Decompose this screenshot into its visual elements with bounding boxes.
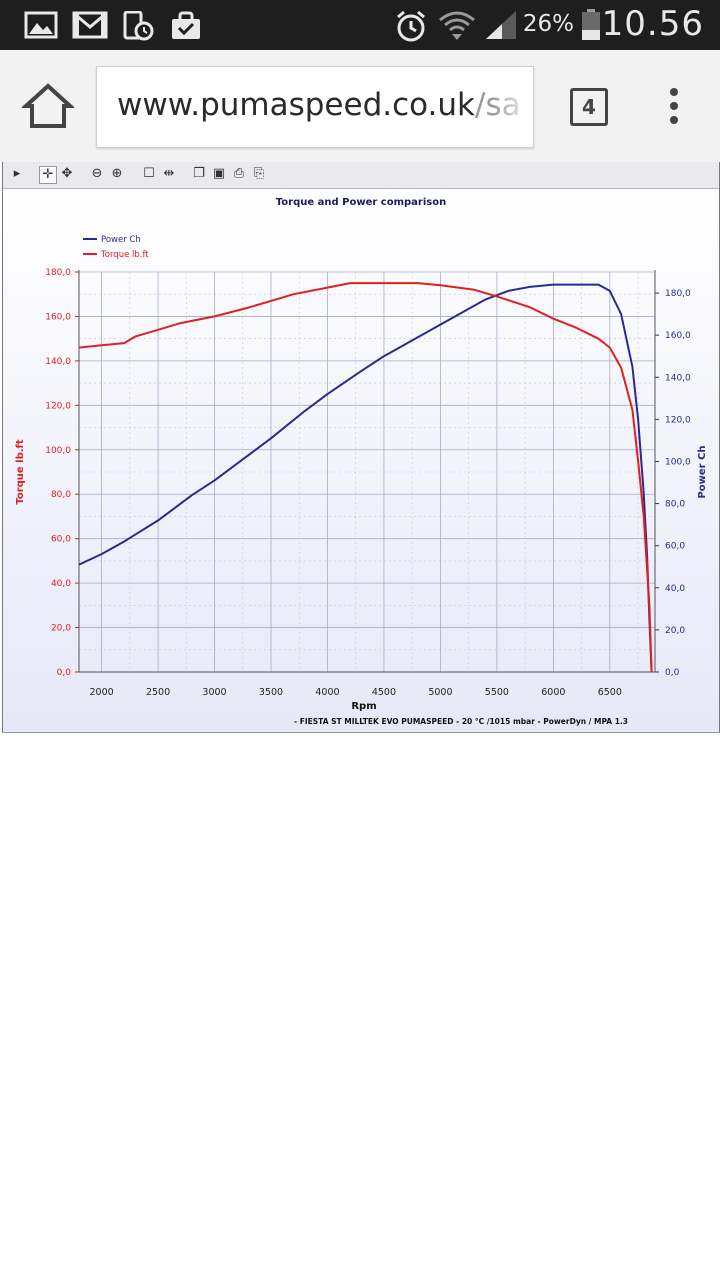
image-icon xyxy=(24,11,58,39)
x-tick-label: 4500 xyxy=(372,687,396,698)
y-axis-label-right: Power Ch xyxy=(697,445,708,498)
y-tick-label-right: 100,0 xyxy=(665,457,691,467)
print-preview-icon[interactable]: ⎘ xyxy=(253,166,265,181)
menu-dot xyxy=(670,116,678,124)
chart-toolbar: ▸ ✛ ✥ ⊖ ⊕ ☐ ⇹ ❐ ▣ ⎙ ⎘ xyxy=(3,162,719,189)
move-icon[interactable]: ✥ xyxy=(61,166,73,181)
grid-layer xyxy=(79,271,655,673)
pan-icon[interactable]: ✛ xyxy=(39,166,57,184)
x-tick-label: 6500 xyxy=(598,687,622,698)
dyno-chart: ▸ ✛ ✥ ⊖ ⊕ ☐ ⇹ ❐ ▣ ⎙ ⎘ 0,0 20,0 40,0 60,0 80,… xyxy=(2,162,720,733)
y-tick-label-right: 20,0 xyxy=(665,626,685,636)
y-tick-label-left: 160,0 xyxy=(45,312,71,322)
y-tick-label-left: 0,0 xyxy=(57,668,72,678)
url-bar[interactable]: www.pumaspeed.co.uk/sa xyxy=(96,66,534,148)
y-tick-label-right: 180,0 xyxy=(665,289,691,299)
menu-dot xyxy=(670,102,678,110)
zoom-in-icon[interactable]: ⊕ xyxy=(111,166,123,181)
x-tick-label: 2500 xyxy=(146,687,170,698)
x-tick-label: 2000 xyxy=(89,687,113,698)
plot-background xyxy=(3,189,719,732)
chart-svg: 0,0 20,0 40,0 60,0 80,0 100,0 120,0 140,0 160,0 1… xyxy=(15,197,708,726)
series-layer xyxy=(78,282,653,673)
series-line-torque xyxy=(78,282,653,673)
legend-label-power: Power Ch xyxy=(101,235,141,245)
menu-dot xyxy=(670,88,678,96)
series-line-power xyxy=(78,283,653,673)
y-tick-label-right: 160,0 xyxy=(665,331,691,341)
axis-layer: 0,0 20,0 40,0 60,0 80,0 100,0 120,0 140,0 160,0 1… xyxy=(45,268,691,698)
x-axis-label: Rpm xyxy=(351,701,376,712)
url-text: www.pumaspeed.co.uk/sa xyxy=(117,87,521,123)
y-tick-label-right: 40,0 xyxy=(665,584,685,594)
x-tick-label: 3000 xyxy=(202,687,226,698)
y-tick-label-left: 80,0 xyxy=(51,490,71,500)
battery-icon xyxy=(582,9,600,40)
y-tick-label-left: 40,0 xyxy=(51,579,71,589)
cursor-icon[interactable]: ⇹ xyxy=(163,166,175,181)
battery-percent: 26% xyxy=(522,11,574,37)
x-tick-label: 5500 xyxy=(485,687,509,698)
overflow-menu-icon[interactable] xyxy=(664,88,684,128)
tab-switcher-button[interactable]: 4 xyxy=(570,88,608,126)
chart-title: Torque and Power comparison xyxy=(276,197,446,208)
browser-toolbar: www.pumaspeed.co.uk/sa 4 xyxy=(0,50,720,162)
clock: 10.56 xyxy=(601,4,704,44)
y-tick-label-left: 120,0 xyxy=(45,401,71,411)
y-tick-label-right: 140,0 xyxy=(665,373,691,383)
wifi-icon xyxy=(439,11,475,40)
y-tick-label-right: 120,0 xyxy=(665,415,691,425)
home-icon[interactable] xyxy=(22,80,74,132)
y-tick-label-left: 140,0 xyxy=(45,357,71,367)
status-bar: 26% 10.56 xyxy=(0,0,720,50)
gmail-icon xyxy=(72,11,108,39)
y-tick-label-left: 60,0 xyxy=(51,535,71,545)
y-tick-label-right: 80,0 xyxy=(665,500,685,510)
zoom-out-icon[interactable]: ⊖ xyxy=(91,166,103,181)
phone-clock-icon xyxy=(123,11,154,41)
chart-footer: - FIESTA ST MILLTEK EVO PUMASPEED - 20 °… xyxy=(294,717,628,726)
x-tick-label: 5000 xyxy=(428,687,452,698)
x-tick-label: 4000 xyxy=(315,687,339,698)
y-axis-label-left: Torque lb.ft xyxy=(15,439,26,505)
legend-label-torque: Torque lb.ft xyxy=(100,250,149,260)
signal-icon xyxy=(486,11,516,39)
y-tick-label-right: 60,0 xyxy=(665,542,685,552)
y-tick-label-left: 20,0 xyxy=(51,624,71,634)
alarm-icon xyxy=(397,10,425,42)
page-content: ▸ ✛ ✥ ⊖ ⊕ ☐ ⇹ ❐ ▣ ⎙ ⎘ 0,0 20,0 40,0 60,0 80,… xyxy=(0,162,720,1280)
y-tick-label-left: 100,0 xyxy=(45,446,71,456)
save-icon[interactable]: ▣ xyxy=(212,166,226,181)
x-tick-label: 6000 xyxy=(541,687,565,698)
select-box-icon[interactable]: ☐ xyxy=(143,166,155,181)
x-tick-label: 3500 xyxy=(259,687,283,698)
url-fade xyxy=(493,67,533,147)
url-host: www.pumaspeed.co.uk xyxy=(117,87,476,123)
y-tick-label-left: 180,0 xyxy=(45,268,71,278)
play-icon[interactable]: ▸ xyxy=(13,166,21,181)
print-icon[interactable]: ⎙ xyxy=(233,166,245,181)
y-tick-label-right: 0,0 xyxy=(665,668,680,678)
copy-icon[interactable]: ❐ xyxy=(193,166,205,181)
shopping-bag-icon xyxy=(172,11,200,39)
